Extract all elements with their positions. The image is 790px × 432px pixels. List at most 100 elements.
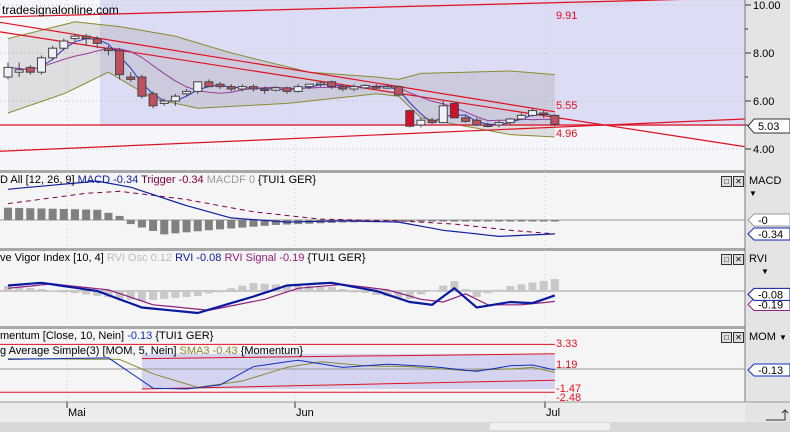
- candle-body: [204, 81, 214, 88]
- macd-histogram-bar: [115, 215, 124, 220]
- candle-body: [483, 124, 493, 127]
- candle-body: [36, 57, 46, 73]
- sma-params: g Average Simple(3) [MOM, 5, Nein]: [0, 345, 177, 357]
- rvi-osc-bar: [70, 291, 79, 294]
- macd-line: [7, 180, 555, 238]
- candle-body: [115, 50, 125, 76]
- rvi-symbol: {TUI1 GER}: [307, 252, 366, 264]
- candle: [516, 113, 526, 121]
- time-label-mai: Mai: [68, 407, 86, 419]
- macd-histogram-bar: [539, 220, 548, 222]
- scrollbar-thumb[interactable]: [490, 423, 610, 430]
- close-icon[interactable]: ✕: [733, 332, 744, 343]
- close-icon[interactable]: ✕: [733, 176, 744, 187]
- candle-body: [148, 93, 158, 107]
- candle-body: [237, 86, 247, 90]
- macd-axis-dropdown[interactable]: MACD ▼: [749, 175, 790, 199]
- candle: [260, 86, 270, 94]
- candle-body: [282, 87, 292, 92]
- candle-body: [25, 66, 35, 73]
- candle-body: [516, 114, 526, 120]
- rvi-osc-bar: [338, 289, 347, 291]
- mom-level-label: 3.33: [556, 338, 577, 350]
- rvi-osc-bar: [416, 291, 425, 295]
- slow-moving-average: [7, 47, 555, 122]
- candle: [494, 120, 504, 128]
- rvi-osc-bar: [149, 291, 158, 300]
- mom-axis-dropdown[interactable]: MOM ▼: [749, 331, 787, 343]
- candle-body: [271, 87, 281, 91]
- candle-body: [405, 110, 415, 127]
- macd-histogram-bar: [15, 207, 24, 220]
- level-label-upper: 9.91: [556, 10, 577, 22]
- bollinger-band-fill: [8, 21, 555, 137]
- chevron-down-icon: ▼: [778, 333, 787, 342]
- macd-histogram-bar: [416, 220, 425, 222]
- candle: [349, 84, 359, 92]
- rvi-osc-bar: [260, 283, 269, 291]
- candle: [226, 84, 236, 92]
- mom-channel-upper: [141, 353, 555, 360]
- candle-body: [371, 86, 381, 89]
- rvi-axis-name: RVI: [749, 253, 768, 265]
- maximize-icon[interactable]: □: [721, 332, 732, 343]
- candle: [327, 80, 337, 89]
- macd-histogram-bar: [59, 208, 68, 220]
- macd-symbol: {TUI1 GER}: [258, 174, 317, 186]
- macd-histogram-bar: [405, 220, 414, 222]
- candle: [461, 115, 471, 123]
- macd-value: MACD -0.34: [77, 174, 139, 186]
- candle-body: [81, 35, 91, 40]
- rvi-osc-bar: [26, 288, 35, 291]
- rvi-osc-bar: [517, 284, 526, 291]
- macd-histogram-bar: [528, 220, 537, 222]
- candle-body: [3, 66, 13, 78]
- rvi-signal-line: [7, 283, 555, 311]
- rvi-osc-bar: [472, 291, 481, 297]
- watermark: tradesignalonline.com: [2, 3, 119, 17]
- rvi-osc-bar: [249, 283, 258, 291]
- candle-body: [137, 76, 147, 97]
- candle: [338, 84, 348, 92]
- candle: [36, 55, 46, 75]
- candle: [193, 81, 203, 94]
- rvi-osc-bar: [59, 291, 68, 293]
- rvi-osc-bar: [137, 291, 146, 301]
- rvi-osc-bar: [82, 291, 91, 295]
- candle: [382, 84, 392, 89]
- mom-shade-region: [141, 353, 555, 389]
- rvi-osc-bar: [238, 285, 247, 291]
- macd-histogram-bar: [495, 220, 504, 222]
- candle-body: [338, 86, 348, 90]
- candle-body: [249, 86, 259, 90]
- rvi-osc-bar: [283, 285, 291, 291]
- candle-body: [472, 119, 482, 126]
- indicator-panel: [0, 172, 745, 248]
- candle: [505, 117, 515, 125]
- close-icon[interactable]: ✕: [733, 254, 744, 265]
- rvi-line: [7, 281, 556, 315]
- time-label-jul: Jul: [546, 407, 560, 419]
- macd-trigger-line: [7, 190, 555, 235]
- macd-histogram-bar: [249, 220, 258, 227]
- macd-histogram-bar: [149, 220, 158, 231]
- rvi-osc-bar: [48, 290, 57, 292]
- macd-value-badge: [747, 213, 790, 227]
- mom-channel-lower: [141, 379, 555, 390]
- resize-corner-icon[interactable]: [766, 409, 789, 421]
- rvi-osc-bar: [506, 286, 515, 291]
- price-tick-label: 4.00: [753, 144, 774, 156]
- price-tick-label: 8.00: [753, 48, 774, 60]
- rvi-osc-bar: [227, 288, 236, 291]
- candle: [304, 83, 314, 89]
- last-price-badge: [747, 118, 790, 134]
- rvi-osc-bar: [372, 291, 381, 295]
- candle-body: [349, 86, 359, 90]
- maximize-icon[interactable]: □: [721, 176, 732, 187]
- candle-body: [182, 90, 192, 95]
- candle-body: [170, 95, 180, 102]
- rvi-axis-dropdown[interactable]: RVI ▼: [749, 253, 790, 277]
- maximize-icon[interactable]: □: [721, 254, 732, 265]
- rvi-signal-value: RVI Signal -0.19: [224, 252, 305, 264]
